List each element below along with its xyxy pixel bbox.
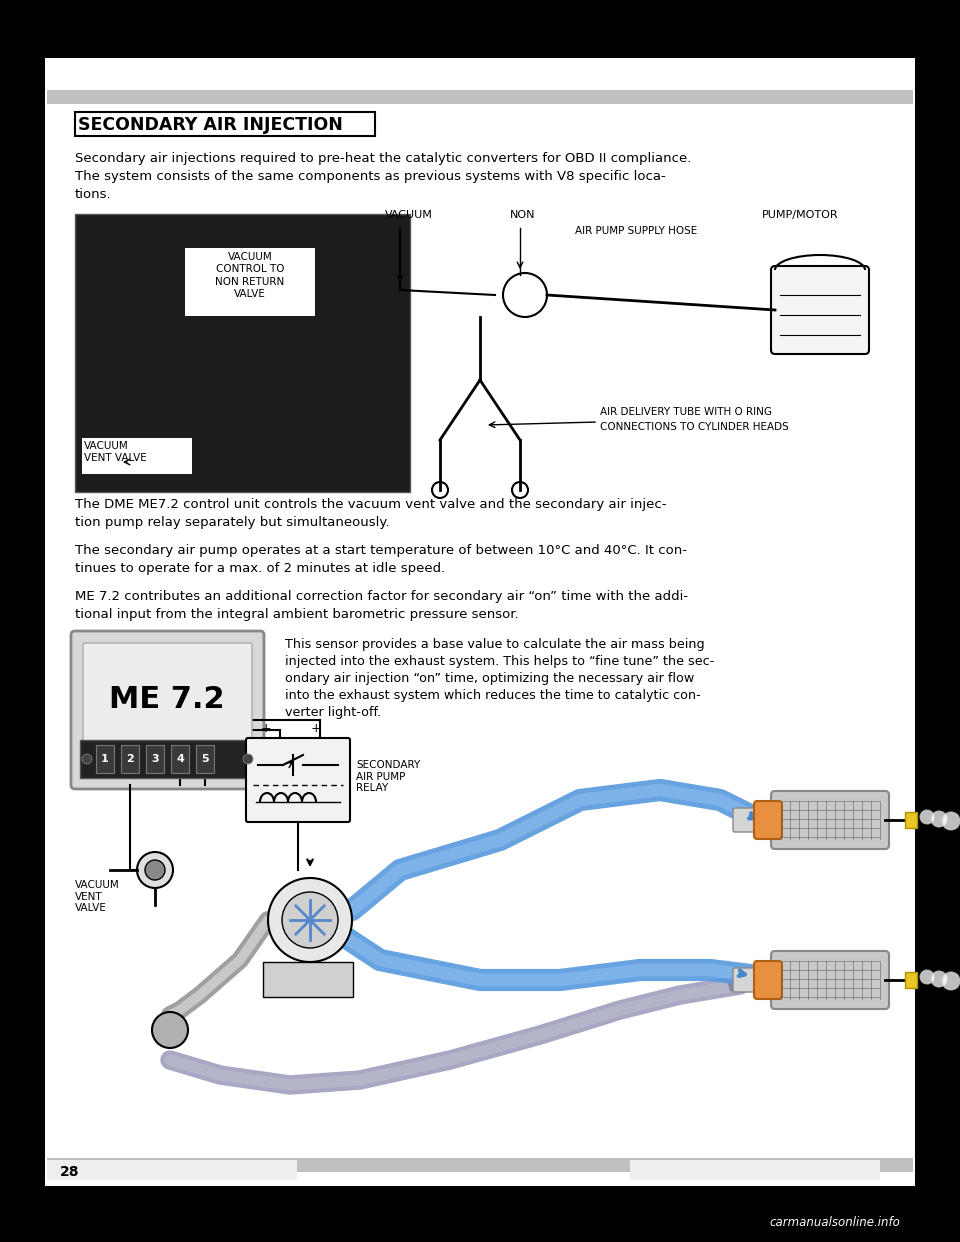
Text: 5: 5 — [202, 754, 209, 764]
Bar — [47, 1160, 297, 1180]
Text: tional input from the integral ambient barometric pressure sensor.: tional input from the integral ambient b… — [75, 609, 518, 621]
Circle shape — [920, 810, 934, 823]
Text: tion pump relay separately but simultaneously.: tion pump relay separately but simultane… — [75, 515, 390, 529]
Circle shape — [243, 754, 253, 764]
Circle shape — [942, 812, 960, 830]
Bar — [905, 812, 917, 828]
FancyBboxPatch shape — [733, 968, 759, 992]
Text: carmanualsonline.info: carmanualsonline.info — [769, 1216, 900, 1228]
Text: 28: 28 — [60, 1165, 80, 1179]
Text: ME 7.2 contributes an additional correction factor for secondary air “on” time w: ME 7.2 contributes an additional correct… — [75, 590, 688, 604]
Bar — [905, 972, 917, 987]
Circle shape — [931, 811, 947, 827]
Text: into the exhaust system which reduces the time to catalytic con-: into the exhaust system which reduces th… — [285, 689, 701, 702]
Text: NON: NON — [510, 210, 536, 220]
FancyBboxPatch shape — [754, 961, 782, 999]
Bar — [47, 1158, 913, 1172]
Text: +: + — [311, 722, 322, 735]
FancyBboxPatch shape — [771, 266, 869, 354]
Text: VACUUM
CONTROL TO
NON RETURN
VALVE: VACUUM CONTROL TO NON RETURN VALVE — [215, 252, 284, 299]
Bar — [146, 745, 164, 773]
Text: Secondary air injections required to pre-heat the catalytic converters for OBD I: Secondary air injections required to pre… — [75, 152, 691, 165]
Text: verter light-off.: verter light-off. — [285, 705, 381, 719]
Text: AIR PUMP SUPPLY HOSE: AIR PUMP SUPPLY HOSE — [575, 226, 697, 236]
Text: The DME ME7.2 control unit controls the vacuum vent valve and the secondary air : The DME ME7.2 control unit controls the … — [75, 498, 666, 510]
Text: AIR DELIVERY TUBE WITH O RING: AIR DELIVERY TUBE WITH O RING — [600, 407, 772, 417]
Bar — [75, 214, 410, 492]
Text: This sensor provides a base value to calculate the air mass being: This sensor provides a base value to cal… — [285, 638, 705, 651]
Text: tinues to operate for a max. of 2 minutes at idle speed.: tinues to operate for a max. of 2 minute… — [75, 561, 445, 575]
Text: 4: 4 — [176, 754, 184, 764]
Bar — [121, 745, 139, 773]
Text: ME 7.2: ME 7.2 — [109, 686, 225, 714]
Text: tions.: tions. — [75, 188, 111, 201]
Text: SECONDARY
AIR PUMP
RELAY: SECONDARY AIR PUMP RELAY — [356, 760, 420, 794]
Text: SECONDARY AIR INJECTION: SECONDARY AIR INJECTION — [78, 116, 343, 134]
FancyBboxPatch shape — [246, 738, 350, 822]
Circle shape — [268, 878, 352, 963]
Text: CONNECTIONS TO CYLINDER HEADS: CONNECTIONS TO CYLINDER HEADS — [600, 422, 789, 432]
FancyBboxPatch shape — [754, 801, 782, 840]
Text: ondary air injection “on” time, optimizing the necessary air flow: ondary air injection “on” time, optimizi… — [285, 672, 694, 686]
Circle shape — [931, 971, 947, 987]
Text: 3: 3 — [151, 754, 158, 764]
FancyBboxPatch shape — [771, 951, 889, 1009]
Bar — [185, 248, 315, 315]
Bar — [196, 745, 214, 773]
Bar — [96, 745, 114, 773]
Bar — [263, 963, 353, 997]
Text: The system consists of the same components as previous systems with V8 specific : The system consists of the same componen… — [75, 170, 665, 183]
Text: injected into the exhaust system. This helps to “fine tune” the sec-: injected into the exhaust system. This h… — [285, 655, 714, 668]
Bar — [171, 745, 189, 773]
Text: 2: 2 — [126, 754, 133, 764]
FancyBboxPatch shape — [83, 643, 252, 746]
Bar — [75, 112, 375, 137]
Circle shape — [942, 972, 960, 990]
FancyBboxPatch shape — [771, 791, 889, 850]
FancyBboxPatch shape — [71, 631, 264, 789]
Circle shape — [82, 754, 92, 764]
Text: VACUUM: VACUUM — [385, 210, 433, 220]
Circle shape — [145, 859, 165, 881]
Circle shape — [137, 852, 173, 888]
Text: 1: 1 — [101, 754, 108, 764]
Bar — [630, 1160, 880, 1180]
Circle shape — [152, 1012, 188, 1048]
Bar — [82, 438, 192, 474]
Text: VACUUM
VENT VALVE: VACUUM VENT VALVE — [84, 441, 147, 462]
Text: VACUUM
VENT
VALVE: VACUUM VENT VALVE — [75, 881, 120, 913]
Text: The secondary air pump operates at a start temperature of between 10°C and 40°C.: The secondary air pump operates at a sta… — [75, 544, 687, 556]
Text: PUMP/MOTOR: PUMP/MOTOR — [762, 210, 839, 220]
Circle shape — [282, 892, 338, 948]
FancyBboxPatch shape — [733, 809, 759, 832]
Circle shape — [920, 970, 934, 984]
Text: +: + — [261, 722, 272, 735]
Bar — [47, 89, 913, 104]
Bar — [80, 740, 255, 777]
